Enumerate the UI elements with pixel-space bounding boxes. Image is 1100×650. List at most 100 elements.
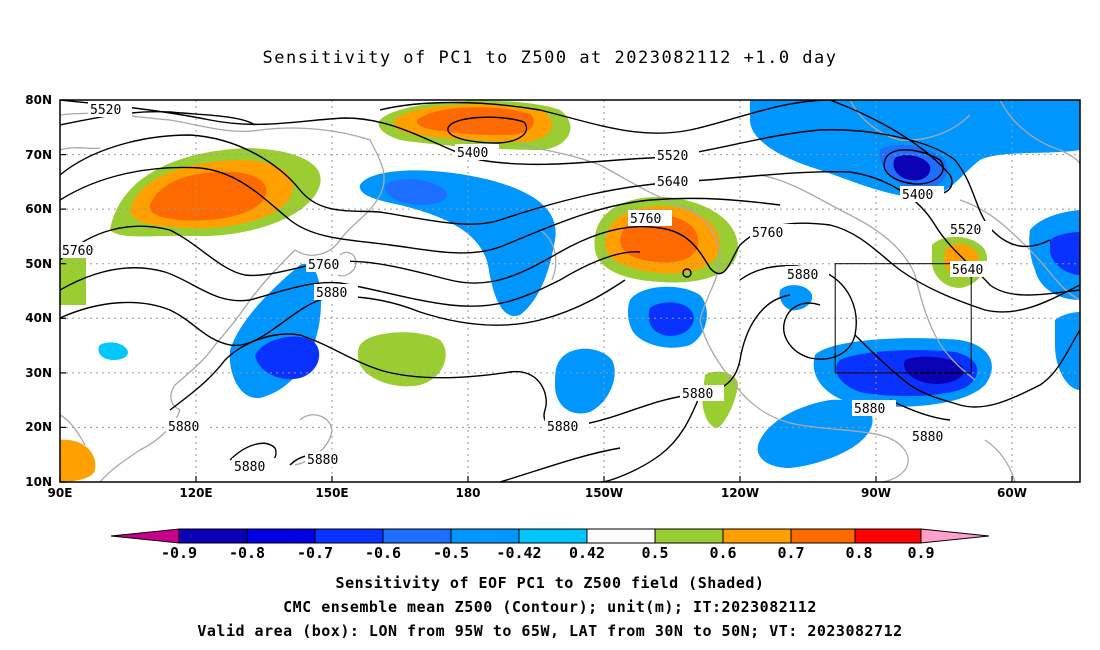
map-frame <box>59 99 1081 483</box>
colorbar-ticks: -0.9 -0.8 -0.7 -0.6 -0.5 -0.42 0.42 0.5 … <box>161 544 935 562</box>
svg-text:5880: 5880 <box>307 453 338 468</box>
colorbar-tick-label: 0.7 <box>777 544 804 562</box>
lon-tick-label: 90E <box>48 486 73 500</box>
contour-label-5640-a: 5640 <box>655 173 699 190</box>
map-panel: 5520 5400 5520 5640 5760 5400 5520 5640 … <box>25 93 1081 500</box>
svg-text:5640: 5640 <box>952 263 983 278</box>
shade-neg-ne-pacific-core <box>648 302 694 336</box>
lon-labels: 90E 120E 150E 180 150W 120W 90W 60W <box>48 486 1027 500</box>
svg-text:5880: 5880 <box>854 402 885 417</box>
lat-tick-label: 40N <box>25 311 52 325</box>
colorbar-box <box>654 528 724 544</box>
colorbar-tick-label: -0.6 <box>365 544 401 562</box>
contour-label-5880-f: 5880 <box>910 428 954 445</box>
colorbar-box <box>518 528 588 544</box>
colorbar-tick-label: 0.8 <box>845 544 872 562</box>
contour-5400-north <box>379 100 831 134</box>
contour-small-low <box>682 268 692 278</box>
contour-label-5520-c: 5520 <box>948 221 992 238</box>
lon-tick-label: 90W <box>861 486 891 500</box>
colorbar-tick-label: -0.5 <box>433 544 469 562</box>
lat-tick-label: 80N <box>25 93 52 107</box>
shade-neg-east-edge-core <box>1050 232 1080 275</box>
colorbar-box <box>450 528 520 544</box>
contour-label-5640-b: 5640 <box>950 261 994 278</box>
lon-tick-label: 120W <box>721 486 759 500</box>
valid-area-box <box>834 263 972 374</box>
contour-5880-e <box>854 329 1080 408</box>
colorbar-tick-label: -0.42 <box>496 544 541 562</box>
contour-5880-i <box>499 447 621 482</box>
contour-label-5880-b: 5880 <box>314 284 358 301</box>
tick-marks <box>59 99 1013 483</box>
shade-pos-india <box>60 256 86 305</box>
contour-5880-d <box>599 394 701 482</box>
contour-label-5760-a: 5760 <box>628 210 672 227</box>
colorbar-box <box>382 528 452 544</box>
lat-labels: 80N 70N 60N 50N 40N 30N 20N 10N <box>25 93 52 489</box>
contour-5760 <box>60 222 1080 313</box>
shade-pos-sw-corner <box>60 439 96 482</box>
lat-tick-label: 60N <box>25 202 52 216</box>
svg-text:5880: 5880 <box>316 286 347 301</box>
contour-5520-west <box>60 110 256 126</box>
lon-tick-label: 180 <box>455 486 480 500</box>
contour-label-5760-b: 5760 <box>750 224 794 241</box>
contour-label-5880-c: 5880 <box>680 385 724 402</box>
lon-tick-label: 150W <box>585 486 623 500</box>
colorbar-box <box>178 528 248 544</box>
lon-tick-label: 150E <box>315 486 348 500</box>
shade-pos-west-pacific-max <box>149 171 267 221</box>
contour-label-5880-i: 5880 <box>305 451 349 468</box>
svg-text:5640: 5640 <box>657 175 688 190</box>
colorbar-tick-label: 0.9 <box>907 544 934 562</box>
shade-neg-caribbean <box>757 399 873 468</box>
colorbar-box <box>722 528 792 544</box>
contour-labels: 5520 5400 5520 5640 5760 5400 5520 5640 … <box>60 101 994 475</box>
colorbar-tick-label: -0.9 <box>161 544 197 562</box>
shade-neg-japan-core <box>255 336 320 380</box>
svg-text:5520: 5520 <box>950 223 981 238</box>
colorbar-box <box>246 528 316 544</box>
contour-label-5880-g: 5880 <box>166 418 210 435</box>
colorbar-over-triangle <box>920 528 990 544</box>
svg-text:5880: 5880 <box>547 420 578 435</box>
shade-neg-east-siberia-core <box>384 178 448 205</box>
shade-neg-small-w <box>98 342 128 360</box>
lat-tick-label: 20N <box>25 420 52 434</box>
colorbar-box <box>586 528 656 544</box>
contour-5640-b <box>60 166 781 254</box>
caption-contour: CMC ensemble mean Z500 (Contour); unit(m… <box>283 598 817 616</box>
colorbar-tick-label: -0.7 <box>297 544 333 562</box>
shade-neg-hawaii <box>555 348 615 414</box>
colorbar-tick-label: -0.8 <box>229 544 265 562</box>
shade-neg-east-siberia <box>359 170 556 316</box>
contour-5400-baffin <box>883 149 944 185</box>
svg-text:5760: 5760 <box>630 212 661 227</box>
svg-text:5880: 5880 <box>912 430 943 445</box>
colorbar-box <box>854 528 922 544</box>
contour-5520 <box>60 100 1051 248</box>
colorbar-tick-label: 0.5 <box>641 544 668 562</box>
svg-text:5880: 5880 <box>234 460 265 475</box>
contour-5640 <box>60 134 1080 296</box>
contour-label-5880-d: 5880 <box>852 400 896 417</box>
svg-text:5880: 5880 <box>682 387 713 402</box>
contour-label-5760-c: 5760 <box>60 242 104 259</box>
shade-neg-atlantic-max <box>904 356 964 384</box>
svg-text:5760: 5760 <box>308 258 339 273</box>
svg-text:5880: 5880 <box>787 268 818 283</box>
lat-tick-label: 30N <box>25 366 52 380</box>
figure-title: Sensitivity of PC1 to Z500 at 2023082112… <box>262 48 838 68</box>
caption-shaded: Sensitivity of EOF PC1 to Z500 field (Sh… <box>335 574 765 592</box>
svg-text:5520: 5520 <box>90 103 121 118</box>
contour-label-5520-a: 5520 <box>88 101 132 118</box>
svg-text:5400: 5400 <box>902 188 933 203</box>
caption-valid-area: Valid area (box): LON from 95W to 65W, L… <box>197 622 903 640</box>
svg-text:5520: 5520 <box>657 149 688 164</box>
lon-tick-label: 120E <box>179 486 212 500</box>
colorbar-box <box>314 528 384 544</box>
contour-label-5760-d: 5760 <box>306 256 350 273</box>
lon-tick-label: 60W <box>997 486 1027 500</box>
colorbar-tick-label: 0.42 <box>569 544 605 562</box>
